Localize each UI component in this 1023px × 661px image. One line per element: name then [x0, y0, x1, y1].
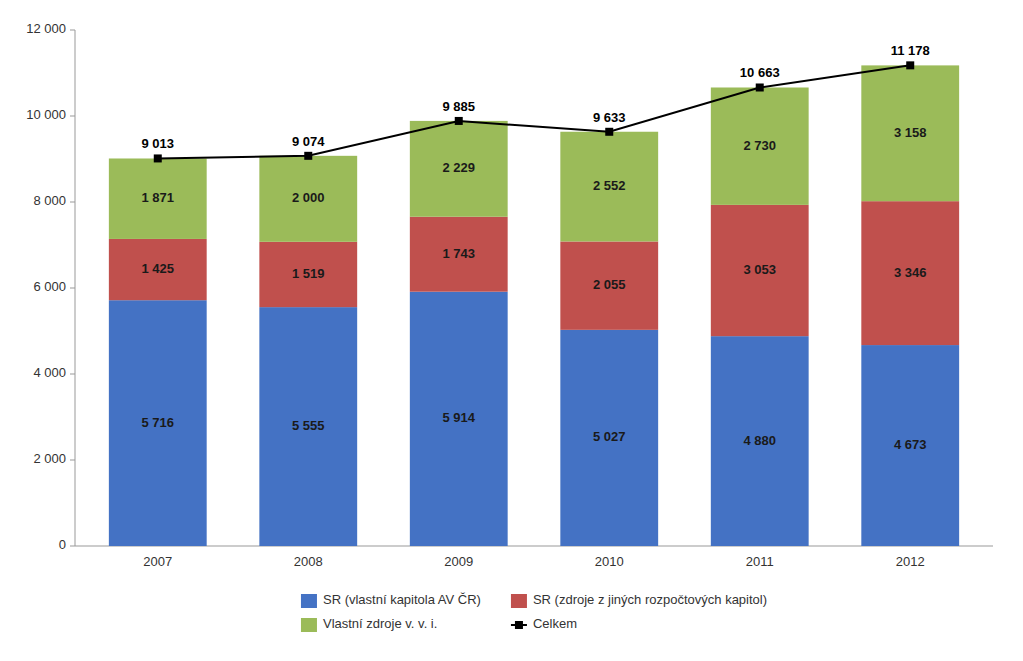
y-tick-label: 10 000 [26, 107, 66, 122]
data-label: 9 013 [141, 136, 174, 151]
legend-label: SR (vlastní kapitola AV ČR) [323, 592, 481, 607]
data-label: 10 663 [740, 65, 780, 80]
bar-segment [861, 201, 959, 345]
data-label: 3 346 [894, 265, 927, 280]
legend-swatch [301, 594, 317, 608]
data-label: 3 053 [743, 262, 776, 277]
data-label: 5 555 [292, 418, 325, 433]
legend-label: SR (zdroje z jiných rozpočtových kapitol… [533, 592, 767, 607]
y-tick [70, 374, 75, 375]
bar-segment [109, 239, 207, 300]
data-labels: 5 716 5 555 5 914 5 027 4 880 4 673 1 425 1 519… [141, 43, 929, 452]
data-label: 1 743 [442, 246, 475, 261]
line [158, 65, 910, 158]
data-label: 1 425 [141, 261, 174, 276]
x-tick-label: 2007 [143, 554, 172, 569]
x-tick-label: 2012 [896, 554, 925, 569]
bar-segment [560, 330, 658, 546]
bar-segment [560, 241, 658, 329]
axes: 0 2 000 4 000 6 000 8 000 10 000 12 000 2007 200… [26, 21, 993, 569]
line-marker [154, 154, 162, 162]
chart: 0 2 000 4 000 6 000 8 000 10 000 12 000 2007 200… [0, 0, 1023, 661]
data-label: 2 552 [593, 178, 626, 193]
y-tick-label: 8 000 [33, 193, 66, 208]
bar-segment [861, 345, 959, 546]
data-label: 5 914 [442, 410, 475, 425]
legend-item: SR (zdroje z jiných rozpočtových kapitol… [511, 592, 767, 608]
line-marker [906, 61, 914, 69]
legend-label: Vlastní zdroje v. v. i. [323, 616, 437, 631]
line-marker [605, 128, 613, 136]
data-label: 11 178 [891, 43, 930, 58]
x-tick-label: 2010 [595, 554, 624, 569]
line-marker [455, 117, 463, 125]
bar-segment [109, 158, 207, 238]
bar-segment [861, 65, 959, 201]
y-tick [70, 116, 75, 117]
x-tick-label: 2008 [294, 554, 323, 569]
y-tick [70, 202, 75, 203]
bar-segment [410, 217, 508, 292]
bar-segment [410, 121, 508, 217]
legend-label: Celkem [533, 616, 577, 631]
y-tick-label: 2 000 [33, 451, 66, 466]
data-label: 2 730 [743, 138, 776, 153]
legend-swatch [515, 621, 523, 629]
marks [109, 61, 959, 546]
bar-segment [560, 132, 658, 242]
bar-segment [109, 300, 207, 546]
data-label: 4 880 [743, 433, 776, 448]
data-label: 1 871 [141, 190, 174, 205]
y-tick [70, 288, 75, 289]
y-tick-label: 0 [59, 537, 66, 552]
bar-segment [259, 242, 357, 307]
x-tick-label: 2011 [746, 554, 774, 569]
data-label: 4 673 [894, 437, 927, 452]
bar-segment [711, 205, 809, 336]
legend-item: SR (vlastní kapitola AV ČR) [301, 592, 481, 608]
y-tick-label: 12 000 [26, 21, 66, 36]
data-label: 2 229 [442, 160, 475, 175]
data-label: 9 885 [442, 99, 475, 114]
x-tick-label: 2009 [444, 554, 473, 569]
data-label: 9 633 [593, 110, 626, 125]
y-tick [70, 460, 75, 461]
y-tick [70, 546, 75, 547]
data-label: 2 000 [292, 190, 325, 205]
line-marker [756, 83, 764, 91]
legend-item: Vlastní zdroje v. v. i. [301, 616, 437, 632]
bar-segment [259, 156, 357, 242]
y-tick-label: 4 000 [33, 365, 66, 380]
x-axis-line [75, 546, 993, 547]
bar-segment [711, 87, 809, 204]
legend-swatch [511, 594, 527, 608]
legend-item: Celkem [511, 616, 577, 631]
data-label: 1 519 [292, 266, 325, 281]
data-label: 2 055 [593, 277, 626, 292]
data-label: 9 074 [292, 134, 325, 149]
bar-segment [711, 336, 809, 546]
bar-segment [259, 307, 357, 546]
y-tick [70, 30, 75, 31]
data-label: 5 716 [141, 415, 174, 430]
data-label: 5 027 [593, 429, 626, 444]
bar-segment [410, 292, 508, 546]
line-marker [304, 152, 312, 160]
legend: SR (vlastní kapitola AV ČR) SR (zdroje z … [301, 592, 767, 632]
legend-swatch [301, 618, 317, 632]
y-tick-label: 6 000 [33, 279, 66, 294]
data-label: 3 158 [894, 125, 927, 140]
